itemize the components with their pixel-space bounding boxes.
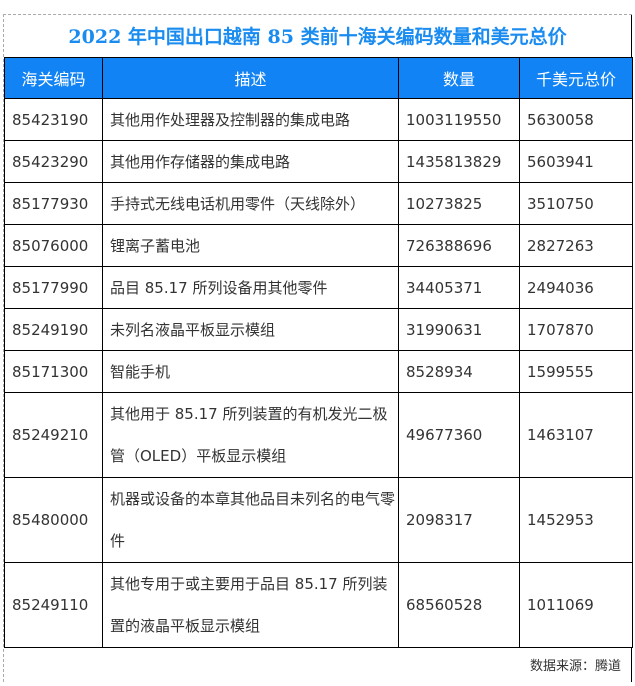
table-row: 85177990 品目 85.17 所列设备用其他零件 34405371 249403… <box>4 266 633 309</box>
cell-code: 85249190 <box>4 308 103 351</box>
table-row: 85423190 其他用作处理器及控制器的集成电路 1003119550 563005… <box>4 98 633 141</box>
header-description: 描述 <box>102 57 399 99</box>
table-title: 2022 年中国出口越南 85 类前十海关编码数量和美元总价 <box>4 15 632 57</box>
header-code: 海关编码 <box>4 57 103 99</box>
table-row: 85480000 机器或设备的本章其他品目未列名的电气零件 2098317 14529… <box>4 477 633 563</box>
cell-value: 1463107 <box>519 392 633 478</box>
header-value: 千美元总价 <box>519 57 633 99</box>
table-row: 85177930 手持式无线电话机用零件（天线除外） 10273825 3510750 <box>4 182 633 225</box>
cell-description: 其他用作处理器及控制器的集成电路 <box>102 98 399 141</box>
cell-code: 85480000 <box>4 477 103 563</box>
table-row: 85249110 其他专用于或主要用于品目 85.17 所列装置的液晶平板显示模组… <box>4 562 633 648</box>
cell-code: 85177930 <box>4 182 103 225</box>
table-row: 85423290 其他用作存储器的集成电路 1435813829 5603941 <box>4 140 633 183</box>
cell-code: 85249210 <box>4 392 103 478</box>
cell-description: 品目 85.17 所列设备用其他零件 <box>102 266 399 309</box>
cell-description: 未列名液晶平板显示模组 <box>102 308 399 351</box>
cell-quantity: 34405371 <box>398 266 520 309</box>
cell-quantity: 8528934 <box>398 350 520 393</box>
table-container: 2022 年中国出口越南 85 类前十海关编码数量和美元总价 海关编码 描述 数… <box>3 14 633 682</box>
cell-description: 锂离子蓄电池 <box>102 224 399 267</box>
source-note: 数据来源：腾道 <box>4 648 632 682</box>
cell-description: 智能手机 <box>102 350 399 393</box>
cell-quantity: 68560528 <box>398 562 520 648</box>
cell-description: 其他用于 85.17 所列装置的有机发光二极管（OLED）平板显示模组 <box>102 392 399 478</box>
cell-code: 85171300 <box>4 350 103 393</box>
cell-value: 3510750 <box>519 182 633 225</box>
cell-quantity: 31990631 <box>398 308 520 351</box>
cell-description: 其他专用于或主要用于品目 85.17 所列装置的液晶平板显示模组 <box>102 562 399 648</box>
cell-quantity: 10273825 <box>398 182 520 225</box>
cell-quantity: 49677360 <box>398 392 520 478</box>
cell-code: 85177990 <box>4 266 103 309</box>
table-row: 85249210 其他用于 85.17 所列装置的有机发光二极管（OLED）平板显… <box>4 392 633 478</box>
cell-quantity: 1435813829 <box>398 140 520 183</box>
cell-value: 1011069 <box>519 562 633 648</box>
cell-quantity: 2098317 <box>398 477 520 563</box>
cell-code: 85423190 <box>4 98 103 141</box>
cell-quantity: 726388696 <box>398 224 520 267</box>
cell-value: 1707870 <box>519 308 633 351</box>
table-row: 85249190 未列名液晶平板显示模组 31990631 1707870 <box>4 308 633 351</box>
data-table: 海关编码 描述 数量 千美元总价 85423190 其他用作处理器及控制器的集成电… <box>4 57 633 648</box>
cell-value: 2494036 <box>519 266 633 309</box>
cell-value: 2827263 <box>519 224 633 267</box>
table-row: 85171300 智能手机 8528934 1599555 <box>4 350 633 393</box>
cell-description: 手持式无线电话机用零件（天线除外） <box>102 182 399 225</box>
cell-code: 85076000 <box>4 224 103 267</box>
cell-description: 其他用作存储器的集成电路 <box>102 140 399 183</box>
header-quantity: 数量 <box>398 57 520 99</box>
cell-value: 1599555 <box>519 350 633 393</box>
cell-code: 85249110 <box>4 562 103 648</box>
cell-code: 85423290 <box>4 140 103 183</box>
cell-value: 1452953 <box>519 477 633 563</box>
cell-description: 机器或设备的本章其他品目未列名的电气零件 <box>102 477 399 563</box>
header-row: 海关编码 描述 数量 千美元总价 <box>4 57 633 99</box>
table-row: 85076000 锂离子蓄电池 726388696 2827263 <box>4 224 633 267</box>
cell-value: 5603941 <box>519 140 633 183</box>
cell-value: 5630058 <box>519 98 633 141</box>
cell-quantity: 1003119550 <box>398 98 520 141</box>
